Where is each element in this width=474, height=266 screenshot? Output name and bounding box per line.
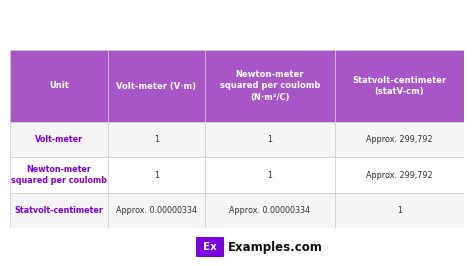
Bar (335, 122, 464, 157)
Text: 1: 1 (154, 135, 159, 144)
Text: Approx. 299,792: Approx. 299,792 (366, 171, 433, 180)
Bar (10, 157, 108, 193)
Text: Approx. 299,792: Approx. 299,792 (366, 135, 433, 144)
Bar (205, 157, 335, 193)
Bar (10, 193, 108, 228)
Text: Newton-meter
squared per coulomb
(N·m²/C): Newton-meter squared per coulomb (N·m²/C… (220, 70, 320, 102)
Text: CONVERSION OF ELECTRIC FLUX UNITS: CONVERSION OF ELECTRIC FLUX UNITS (61, 15, 413, 30)
Bar (205, 193, 335, 228)
Text: Unit: Unit (49, 81, 69, 90)
Bar (108, 122, 205, 157)
Text: 1: 1 (397, 206, 402, 215)
Bar (108, 193, 205, 228)
Text: Statvolt-centimeter
(statV-cm): Statvolt-centimeter (statV-cm) (352, 76, 447, 96)
Bar (10, 122, 108, 157)
Bar (335, 193, 464, 228)
Text: 1: 1 (267, 135, 273, 144)
Text: Newton-meter
squared per coulomb: Newton-meter squared per coulomb (11, 165, 107, 185)
Bar (335, 50, 464, 122)
Text: Statvolt-centimeter: Statvolt-centimeter (14, 206, 103, 215)
Text: Volt-meter: Volt-meter (35, 135, 83, 144)
Bar (108, 157, 205, 193)
Bar (205, 50, 335, 122)
Text: 1: 1 (154, 171, 159, 180)
Text: Approx. 0.00000334: Approx. 0.00000334 (229, 206, 310, 215)
FancyBboxPatch shape (196, 237, 224, 257)
Text: 1: 1 (267, 171, 273, 180)
Bar (10, 50, 108, 122)
Bar (335, 157, 464, 193)
Text: Approx. 0.00000334: Approx. 0.00000334 (116, 206, 197, 215)
Bar (108, 50, 205, 122)
Text: Ex: Ex (203, 242, 217, 252)
Text: Volt-meter (V·m): Volt-meter (V·m) (117, 81, 196, 90)
Bar (205, 122, 335, 157)
Text: Examples.com: Examples.com (228, 240, 323, 253)
